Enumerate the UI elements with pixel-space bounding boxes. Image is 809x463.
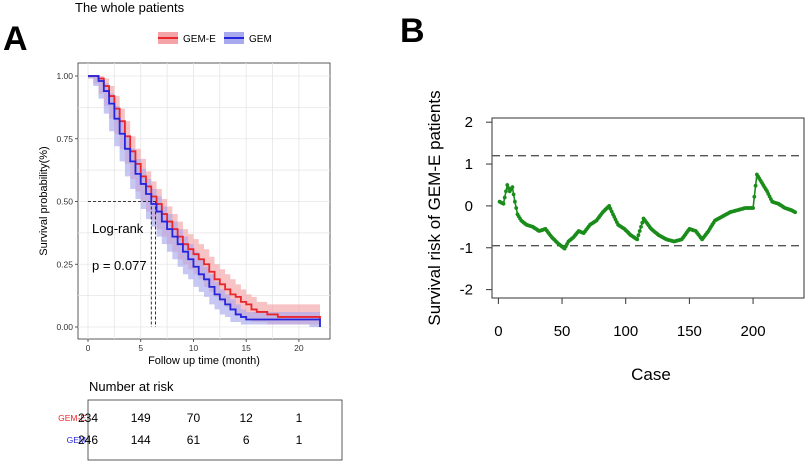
cusum-reference-lines bbox=[492, 154, 804, 247]
cusum-axis-ticks: 0 50 100 150 200 -2 -1 0 1 2 bbox=[460, 114, 766, 340]
cusum-xtick-label-0: 0 bbox=[494, 323, 502, 340]
km-xtick-label-2: 10 bbox=[189, 343, 199, 353]
km-xtick-label-1: 5 bbox=[138, 343, 143, 353]
cusum-point-13 bbox=[514, 206, 519, 210]
km-xtick-label-3: 15 bbox=[241, 343, 251, 353]
cusum-point-232 bbox=[793, 210, 797, 215]
km-curve-gem-e bbox=[88, 75, 321, 320]
cusum-xtick-label-2: 100 bbox=[613, 323, 638, 340]
risk-count-gem-4: 1 bbox=[296, 433, 303, 447]
km-curves bbox=[88, 75, 321, 327]
cusum-y-axis-label: Survival risk of GEM-E patients bbox=[425, 90, 444, 325]
cusum-plot-area: 0 50 100 150 200 -2 -1 0 1 2 bbox=[460, 114, 805, 340]
risk-count-gem-0: 246 bbox=[78, 433, 98, 447]
km-x-axis-label: Follow up time (month) bbox=[148, 355, 260, 367]
km-ytick-label-2: 0.50 bbox=[56, 197, 73, 207]
km-ytick-label-3: 0.75 bbox=[56, 134, 73, 144]
panel-b-label: B bbox=[400, 12, 425, 50]
cusum-ytick-label-1: -1 bbox=[460, 240, 473, 257]
cusum-point-11 bbox=[511, 192, 516, 197]
cusum-ytick-label-3: 1 bbox=[465, 156, 473, 173]
km-y-axis-label: Survival probability(%) bbox=[38, 146, 50, 255]
risk-row-label-gem-e: GEM-E bbox=[58, 413, 86, 423]
cusum-xtick-label-4: 200 bbox=[741, 323, 766, 340]
risk-count-gem-3: 6 bbox=[243, 433, 250, 447]
km-ytick-label-4: 1.00 bbox=[56, 71, 73, 81]
cusum-plot-frame bbox=[491, 117, 805, 299]
cusum-point-109 bbox=[636, 233, 641, 238]
risk-table-title: Number at risk bbox=[89, 379, 174, 394]
km-curve-gem bbox=[88, 75, 321, 327]
km-xtick-label-4: 20 bbox=[294, 343, 304, 353]
p-value-label: p = 0.077 bbox=[92, 258, 147, 273]
risk-count-gem-2: 61 bbox=[187, 433, 201, 447]
cusum-point-112 bbox=[640, 220, 645, 225]
risk-count-gem-e-4: 1 bbox=[296, 411, 303, 425]
cusum-point-6 bbox=[505, 183, 510, 187]
risk-count-gem-e-0: 234 bbox=[78, 411, 98, 425]
risk-table-frame bbox=[87, 399, 343, 461]
km-ytick-label-1: 0.25 bbox=[56, 259, 73, 269]
risk-count-gem-e-1: 149 bbox=[131, 411, 151, 425]
cusum-point-199 bbox=[751, 206, 755, 210]
cusum-point-111 bbox=[639, 224, 643, 229]
risk-count-gem-e-2: 70 bbox=[187, 411, 201, 425]
risk-row-label-gem: GEM bbox=[67, 435, 86, 445]
cusum-point-10 bbox=[510, 185, 515, 190]
logrank-label: Log-rank bbox=[92, 221, 144, 236]
cusum-point-200 bbox=[752, 194, 757, 199]
cusum-ytick-label-0: -2 bbox=[460, 282, 473, 299]
risk-count-gem-e-3: 12 bbox=[240, 411, 254, 425]
legend-label-gem: GEM bbox=[249, 34, 272, 45]
cusum-line bbox=[499, 172, 796, 250]
risk-count-gem-1: 144 bbox=[131, 433, 151, 447]
km-plot-area: 0 5 10 15 20 0.00 0.25 0.50 0.75 1.00 Log-rank p … bbox=[56, 62, 331, 353]
chart-a-title: The whole patients bbox=[75, 0, 185, 15]
cusum-xtick-label-3: 150 bbox=[677, 323, 702, 340]
cusum-point-3 bbox=[501, 201, 506, 206]
km-median-lines bbox=[88, 201, 156, 327]
cusum-point-110 bbox=[637, 229, 642, 233]
legend-label-gem-e: GEM-E bbox=[183, 34, 216, 45]
cusum-point-5 bbox=[504, 189, 508, 194]
cusum-series bbox=[497, 172, 797, 251]
km-xtick-label-0: 0 bbox=[86, 343, 91, 353]
cusum-x-axis-label: Case bbox=[631, 365, 671, 384]
cusum-xtick-label-1: 50 bbox=[554, 323, 571, 340]
panel-a-label: A bbox=[3, 20, 28, 58]
km-axis-ticks: 0 5 10 15 20 0.00 0.25 0.50 0.75 1.00 bbox=[56, 71, 303, 353]
cusum-point-12 bbox=[513, 199, 517, 204]
cusum-point-4 bbox=[502, 195, 507, 200]
cusum-point-201 bbox=[753, 183, 758, 188]
cusum-point-108 bbox=[635, 237, 640, 242]
legend: GEM-E GEM bbox=[158, 32, 272, 45]
km-ytick-label-0: 0.00 bbox=[56, 322, 73, 332]
cusum-ytick-label-2: 0 bbox=[465, 198, 473, 215]
cusum-ytick-label-4: 2 bbox=[465, 114, 473, 131]
